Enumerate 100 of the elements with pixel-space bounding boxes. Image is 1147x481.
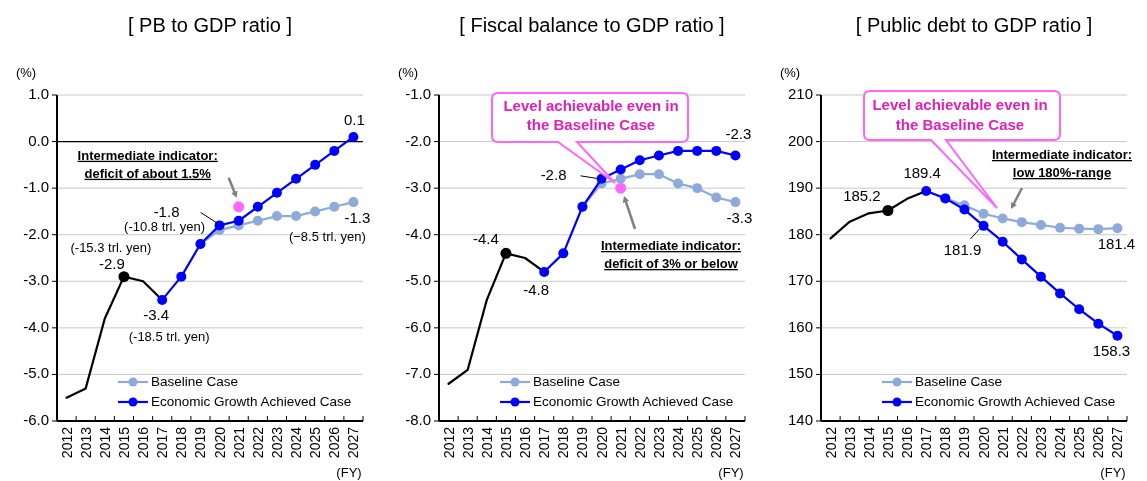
annotation: -4.8: [523, 280, 550, 298]
x-tick-label: 2018: [937, 426, 954, 459]
annotation: 185.2: [843, 187, 881, 205]
y-axis-title: (%): [15, 65, 37, 80]
x-tick-label: 2017: [918, 426, 935, 459]
x-tick-label: 2019: [956, 426, 973, 459]
x-tick-label: 2021: [994, 426, 1011, 459]
x-tick-label: 2013: [841, 426, 858, 459]
x-tick-label: 2026: [1090, 426, 1107, 459]
x-tick-label: 2018: [555, 426, 572, 459]
annotation: -2.3: [725, 124, 752, 142]
annotation: Level achievable even in the Baseline Case: [872, 95, 1048, 133]
annotation: -3.3: [726, 209, 753, 227]
annotation: (-18.5 trl. yen): [128, 329, 210, 345]
annotation: 181.9: [943, 240, 982, 258]
annotation: (−8.5 trl. yen): [288, 229, 366, 245]
y-tick-label: -2.0: [23, 224, 49, 242]
x-tick-label: 2020: [211, 426, 228, 459]
x-tick-label: 2019: [192, 426, 209, 459]
annotation: 189.4: [903, 163, 941, 181]
x-axis-title: (FY): [718, 465, 744, 480]
y-tick-label: -5.0: [405, 271, 431, 289]
x-tick-label: 2021: [612, 426, 629, 459]
y-tick-label: -6.0: [405, 317, 431, 335]
y-tick-label: -6.0: [23, 410, 49, 428]
x-tick-label: 2024: [288, 426, 305, 459]
chart-title: [ PB to GDP ratio ]: [127, 14, 293, 36]
annotation: 181.4: [1097, 235, 1136, 253]
x-tick-label: 2016: [135, 426, 152, 459]
y-tick-label: -4.0: [405, 224, 431, 242]
x-tick-label: 2012: [58, 426, 75, 459]
x-tick-label: 2022: [631, 426, 648, 459]
y-tick-label: 140: [787, 410, 813, 428]
x-tick-label: 2015: [497, 426, 514, 459]
annotation: Intermediate indicator: deficit of 3% or below: [600, 238, 742, 272]
x-tick-label: 2014: [860, 426, 877, 459]
x-tick-label: 2013: [459, 426, 476, 459]
chart-title: [ Fiscal balance to GDP ratio ]: [459, 14, 725, 36]
y-tick-label: -4.0: [23, 317, 49, 335]
x-tick-label: 2018: [173, 426, 190, 459]
y-tick-label: 170: [787, 271, 813, 289]
y-tick-label: 210: [787, 84, 813, 102]
legend-label: Baseline Case: [915, 373, 1003, 389]
x-tick-label: 2020: [593, 426, 610, 459]
y-tick-label: 1.0: [28, 84, 49, 102]
x-tick-label: 2023: [1032, 426, 1049, 459]
x-tick-label: 2026: [708, 426, 725, 459]
legend-label: Baseline Case: [533, 373, 621, 389]
annotation: 0.1: [344, 110, 365, 128]
y-axis-title: (%): [397, 65, 419, 80]
x-tick-label: 2025: [689, 426, 706, 459]
x-tick-label: 2027: [345, 426, 362, 459]
annotation: Intermediate indicator: low 180%-range: [991, 147, 1133, 181]
x-tick-label: 2017: [536, 426, 553, 459]
y-tick-label: -3.0: [23, 271, 49, 289]
legend-label: Economic Growth Achieved Case: [151, 393, 352, 409]
y-tick-label: -3.0: [405, 178, 431, 196]
x-tick-label: 2015: [115, 426, 132, 459]
x-axis-title: (FY): [1100, 465, 1126, 480]
x-tick-label: 2014: [96, 426, 113, 459]
annotation: Intermediate indicator: deficit of about 1.5%: [77, 148, 218, 182]
annotation: -3.4: [143, 305, 170, 323]
y-tick-label: -2.0: [405, 131, 431, 149]
y-tick-label: 150: [787, 364, 813, 382]
chart-title: [ Public debt to GDP ratio ]: [855, 14, 1093, 36]
x-tick-label: 2023: [268, 426, 285, 459]
x-tick-label: 2012: [822, 426, 839, 459]
x-tick-label: 2025: [1071, 426, 1088, 459]
y-tick-label: 190: [787, 178, 813, 196]
annotation: Level achievable even in the Baseline Case: [503, 96, 679, 133]
x-tick-label: 2015: [879, 426, 896, 459]
x-tick-label: 2017: [154, 426, 171, 459]
y-tick-label: -7.0: [405, 364, 431, 382]
legend-label: Baseline Case: [151, 373, 239, 389]
x-tick-label: 2014: [478, 426, 495, 459]
x-tick-label: 2016: [517, 426, 534, 459]
annotation: (-15.3 trl. yen): [70, 240, 152, 256]
x-tick-label: 2027: [1109, 426, 1126, 459]
x-tick-label: 2021: [230, 426, 247, 459]
y-tick-label: -1.0: [405, 84, 431, 102]
y-tick-label: 180: [787, 224, 813, 242]
x-tick-label: 2013: [77, 426, 94, 459]
y-tick-label: -8.0: [405, 410, 431, 428]
x-axis-title: (FY): [336, 465, 362, 480]
x-tick-label: 2025: [307, 426, 324, 459]
y-tick-label: -5.0: [23, 364, 49, 382]
x-tick-label: 2020: [975, 426, 992, 459]
x-tick-label: 2027: [727, 426, 744, 459]
annotation: -4.4: [473, 230, 499, 248]
x-tick-label: 2024: [670, 426, 687, 459]
x-tick-label: 2019: [574, 426, 591, 459]
x-tick-label: 2022: [249, 426, 266, 459]
y-tick-label: -1.0: [23, 178, 49, 196]
annotation: 158.3: [1092, 341, 1131, 359]
annotation: -1.3: [344, 209, 371, 227]
x-tick-label: 2023: [650, 426, 667, 459]
x-tick-label: 2022: [1013, 426, 1030, 459]
y-tick-label: 200: [787, 131, 813, 149]
y-axis-title: (%): [779, 65, 801, 80]
legend-label: Economic Growth Achieved Case: [533, 393, 734, 409]
